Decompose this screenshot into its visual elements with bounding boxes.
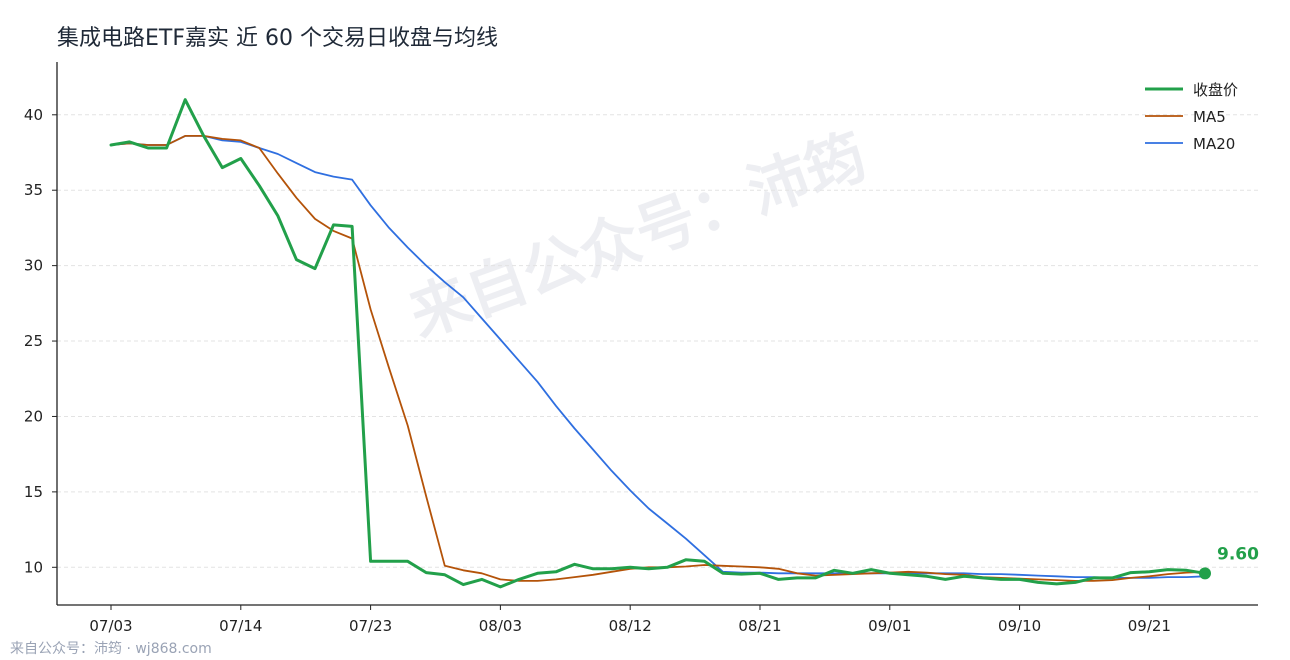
x-tick-label: 07/03 <box>89 617 132 635</box>
y-axis-ticks: 10 15 20 25 30 35 40 <box>24 106 57 576</box>
chart-title: 集成电路ETF嘉实 近 60 个交易日收盘与均线 <box>57 26 498 51</box>
y-tick-label: 30 <box>24 257 43 275</box>
x-tick-label: 09/21 <box>1128 617 1171 635</box>
watermark: 来自公众号：沛筠 <box>401 121 876 351</box>
y-tick-label: 25 <box>24 332 43 350</box>
last-value-label: 9.60 <box>1217 544 1259 564</box>
footer-credit: 来自公众号：沛筠 · wj868.com <box>10 641 212 657</box>
y-tick-label: 10 <box>24 558 43 576</box>
y-tick-label: 15 <box>24 483 43 501</box>
x-tick-label: 08/12 <box>609 617 652 635</box>
y-tick-label: 35 <box>24 181 43 199</box>
x-tick-label: 07/23 <box>349 617 392 635</box>
x-axis-ticks: 07/03 07/14 07/23 08/03 08/12 08/21 09/01 09/10… <box>89 605 1171 635</box>
legend-label: 收盘价 <box>1193 81 1238 99</box>
x-tick-label: 08/21 <box>738 617 781 635</box>
x-tick-label: 07/14 <box>219 617 262 635</box>
series-line-close <box>109 98 1207 589</box>
x-tick-label: 08/03 <box>479 617 522 635</box>
grid-lines <box>57 114 1258 568</box>
last-point-marker <box>1199 567 1211 580</box>
legend: 收盘价 MA5 MA20 <box>1145 81 1238 153</box>
axes <box>56 62 1258 606</box>
y-tick-label: 20 <box>24 407 43 425</box>
legend-label: MA20 <box>1193 135 1235 153</box>
y-tick-label: 40 <box>24 106 43 124</box>
legend-label: MA5 <box>1193 108 1226 126</box>
x-tick-label: 09/10 <box>998 617 1041 635</box>
series-line-ma20 <box>110 134 1206 579</box>
x-tick-label: 09/01 <box>868 617 911 635</box>
series-lines: 9.60 <box>109 98 1259 589</box>
